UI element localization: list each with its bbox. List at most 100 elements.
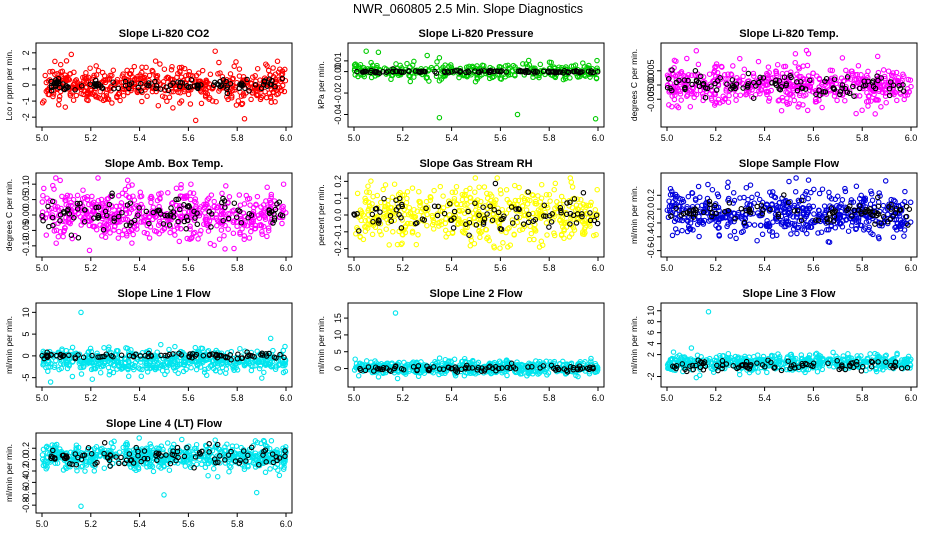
data-point xyxy=(153,82,160,89)
data-point xyxy=(763,89,770,95)
data-point xyxy=(725,99,732,105)
data-point xyxy=(135,87,142,93)
y-tick-label: -0.04 xyxy=(333,104,343,125)
data-point xyxy=(484,195,491,202)
y-axis-label: ml/min per min. xyxy=(629,186,639,244)
data-point xyxy=(696,233,702,240)
data-point xyxy=(705,181,711,188)
data-point xyxy=(834,97,840,104)
data-point xyxy=(192,229,198,236)
data-point xyxy=(80,187,86,193)
data-point xyxy=(724,184,731,190)
data-point xyxy=(195,84,201,90)
data-point xyxy=(40,192,46,199)
data-point xyxy=(855,63,862,69)
x-tick-label: 5.8 xyxy=(231,133,244,143)
data-point xyxy=(240,74,247,80)
data-point xyxy=(115,85,122,92)
x-tick-label: 5.2 xyxy=(710,263,723,273)
data-point xyxy=(467,243,474,249)
y-tick-label: 5 xyxy=(21,332,31,337)
data-point xyxy=(523,207,530,213)
data-point xyxy=(264,184,270,191)
data-point xyxy=(867,201,874,207)
data-point xyxy=(816,190,823,197)
data-point xyxy=(53,240,59,246)
data-point xyxy=(264,233,270,240)
x-tick-label: 5.6 xyxy=(182,133,195,143)
data-point xyxy=(679,227,685,234)
data-point xyxy=(68,199,74,206)
data-point xyxy=(514,111,521,118)
data-point xyxy=(678,97,684,103)
data-point xyxy=(765,64,772,70)
data-point xyxy=(553,69,560,75)
data-point xyxy=(235,98,242,104)
panel-title: Slope Gas Stream RH xyxy=(419,158,532,170)
data-point xyxy=(726,92,732,99)
x-tick-label: 6.0 xyxy=(592,263,605,273)
data-point xyxy=(89,193,95,200)
x-tick-label: 5.8 xyxy=(543,263,556,273)
data-point xyxy=(53,175,59,181)
data-point xyxy=(222,246,228,252)
data-point xyxy=(567,75,573,81)
data-point xyxy=(139,98,145,105)
data-point xyxy=(391,181,398,187)
data-point xyxy=(53,357,59,364)
data-point xyxy=(503,69,509,75)
data-point xyxy=(859,107,865,114)
data-point xyxy=(42,72,48,79)
data-point xyxy=(172,343,178,350)
data-point xyxy=(160,79,167,85)
data-point xyxy=(442,62,448,68)
data-point xyxy=(759,231,766,238)
y-axis-label: ml/min per min. xyxy=(316,316,326,374)
data-point xyxy=(434,59,440,65)
data-point xyxy=(170,80,176,86)
data-point xyxy=(546,59,553,65)
data-point xyxy=(371,69,378,75)
y-axis-label: degrees C per min. xyxy=(4,179,14,251)
data-point xyxy=(148,199,154,206)
data-point xyxy=(239,226,245,232)
x-tick-label: 5.2 xyxy=(85,263,98,273)
data-point xyxy=(375,374,382,380)
data-point xyxy=(383,69,390,75)
y-tick-label: 0.2 xyxy=(646,189,656,202)
data-point xyxy=(832,225,839,231)
data-point xyxy=(87,81,94,87)
data-point xyxy=(68,51,75,58)
data-point xyxy=(52,58,58,65)
plot-frame xyxy=(347,42,605,128)
data-point xyxy=(687,103,694,110)
data-point xyxy=(689,85,696,91)
data-point xyxy=(101,345,107,351)
data-point xyxy=(377,209,383,215)
data-point xyxy=(161,66,168,72)
data-point xyxy=(368,59,374,66)
data-point xyxy=(853,183,860,190)
data-point xyxy=(354,68,360,75)
x-tick-label: 5.6 xyxy=(494,263,507,273)
data-point xyxy=(586,62,592,69)
data-point xyxy=(255,85,261,92)
data-point xyxy=(804,107,811,114)
data-point xyxy=(102,79,109,86)
data-point xyxy=(352,61,359,67)
y-tick-label: -5 xyxy=(21,374,31,382)
data-point xyxy=(406,68,412,75)
data-point xyxy=(241,116,248,122)
data-point xyxy=(157,86,164,92)
data-point xyxy=(839,55,846,61)
data-point xyxy=(433,73,440,80)
data-point xyxy=(463,69,469,76)
data-point xyxy=(164,98,170,105)
data-point xyxy=(882,75,888,82)
data-point xyxy=(131,63,138,70)
data-point xyxy=(514,214,520,220)
data-point xyxy=(446,212,453,218)
data-point xyxy=(494,175,500,181)
